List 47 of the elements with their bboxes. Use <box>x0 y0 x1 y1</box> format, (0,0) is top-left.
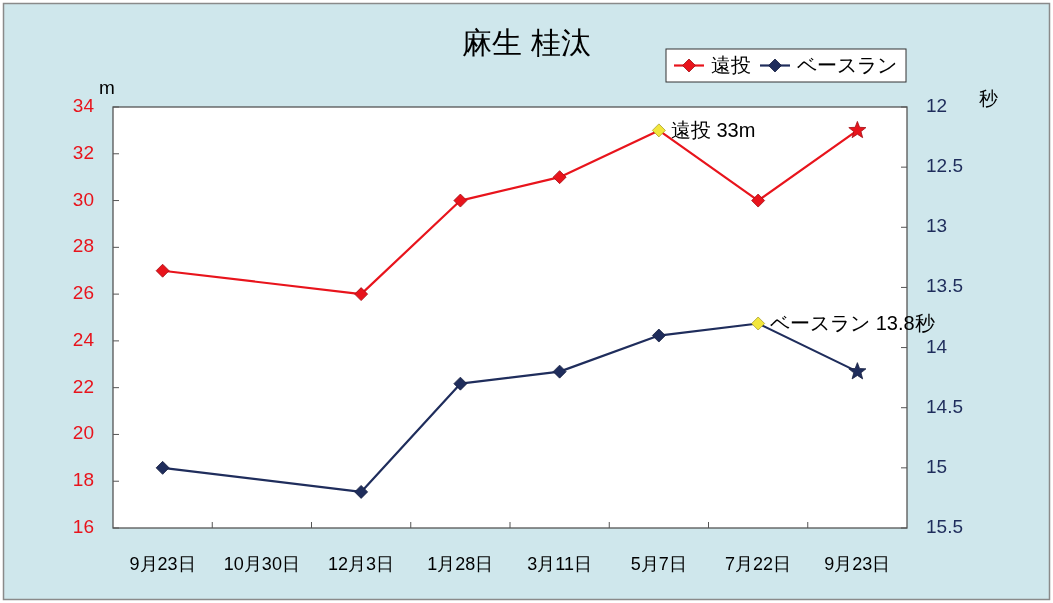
legend-label: 遠投 <box>711 53 751 76</box>
y-tick-label: 16 <box>72 516 94 538</box>
y-tick-label: 22 <box>72 375 94 397</box>
y2-tick-label: 13.5 <box>926 275 963 297</box>
x-tick-label: 9月23日 <box>824 553 891 574</box>
y2-tick-label: 14.5 <box>926 395 963 417</box>
y-tick-label: 32 <box>72 141 94 163</box>
y-tick-label: 34 <box>72 95 95 117</box>
x-tick-label: 12月3日 <box>328 553 395 574</box>
x-tick-label: 1月28日 <box>427 553 494 574</box>
data-label: 遠投 33m <box>670 118 756 141</box>
x-tick-label: 5月7日 <box>630 553 687 574</box>
y2-tick-label: 15 <box>926 455 948 477</box>
y-tick-label: 18 <box>72 469 94 491</box>
y-tick-label: 26 <box>72 282 94 304</box>
y2-axis-title: 秒 <box>978 88 998 110</box>
point <box>453 193 468 208</box>
chart-title: 麻生 桂汰 <box>462 25 591 59</box>
y-tick-label: 20 <box>72 422 94 444</box>
y2-tick-label: 12 <box>926 95 948 117</box>
x-tick-label: 10月30日 <box>223 553 300 574</box>
point <box>155 263 170 278</box>
x-tick-label: 3月11日 <box>527 553 592 574</box>
point <box>751 193 766 208</box>
y-tick-label: 30 <box>72 188 94 210</box>
y-tick-label: 24 <box>72 328 95 350</box>
point <box>848 120 867 139</box>
point <box>354 287 369 302</box>
legend-label: ベースラン <box>797 53 897 76</box>
point <box>155 460 170 475</box>
point <box>354 485 369 499</box>
point <box>651 328 666 343</box>
point <box>651 123 666 138</box>
y-tick-label: 28 <box>72 235 94 257</box>
y2-tick-label: 14 <box>926 335 948 357</box>
x-tick-label: 7月22日 <box>725 553 792 574</box>
x-tick-label: 9月23日 <box>129 553 196 574</box>
point <box>552 170 567 185</box>
point <box>751 316 766 331</box>
y-axis-title: m <box>99 77 115 99</box>
point <box>552 364 567 379</box>
point <box>453 376 468 391</box>
data-label: ベースラン 13.8秒 <box>770 311 935 334</box>
point <box>848 362 867 380</box>
y2-tick-label: 15.5 <box>926 516 963 538</box>
y2-tick-label: 12.5 <box>926 155 963 177</box>
y2-tick-label: 13 <box>926 215 948 237</box>
